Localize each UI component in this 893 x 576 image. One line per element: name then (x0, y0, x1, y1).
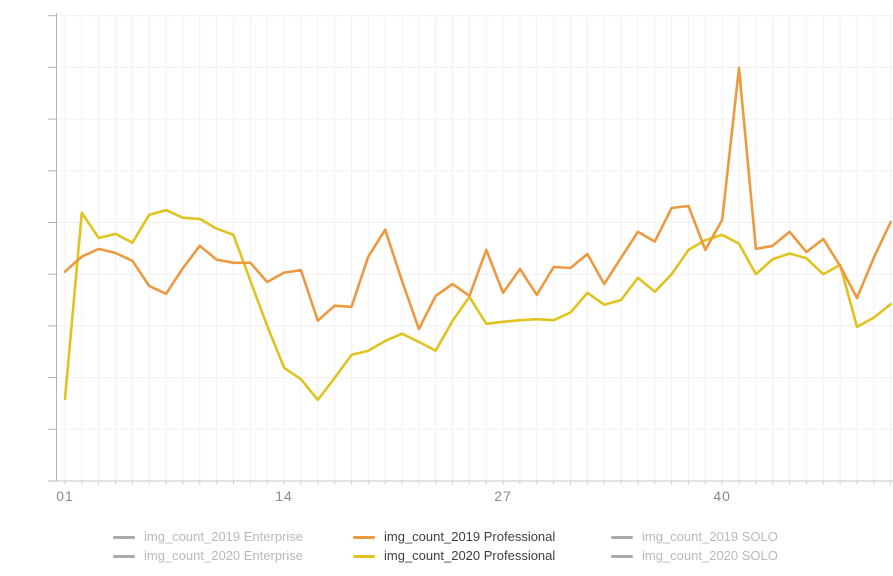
legend-swatch-icon (113, 554, 135, 558)
x-axis-ticks (64, 481, 892, 485)
legend-item-img-count-2020-professional[interactable]: img_count_2020 Professional (353, 549, 555, 563)
legend-column: img_count_2019 Enterprise img_count_2020 … (113, 530, 303, 563)
y-axis-ticks (48, 15, 57, 482)
legend-item-img-count-2020-solo[interactable]: img_count_2020 SOLO (611, 549, 778, 563)
legend-swatch-icon (353, 535, 375, 539)
legend-column: img_count_2019 Professional img_count_202… (353, 530, 555, 563)
legend-swatch-icon (353, 554, 375, 558)
plot-area: 01 14 27 40 (48, 13, 893, 504)
legend-swatch-icon (611, 535, 633, 539)
gridlines (56, 13, 893, 481)
legend-label: img_count_2019 Professional (384, 529, 556, 544)
x-axis-labels: 01 14 27 40 (56, 488, 731, 504)
chart-legend: img_count_2019 Enterprise img_count_2020 … (0, 530, 893, 570)
series-line-img-count-2020-professional (63, 208, 893, 402)
x-axis-label: 40 (713, 488, 731, 504)
legend-swatch-icon (611, 554, 633, 558)
legend-item-img-count-2019-solo[interactable]: img_count_2019 SOLO (611, 530, 778, 544)
series-lines (63, 66, 893, 402)
x-axis-label: 14 (275, 488, 293, 504)
legend-column: img_count_2019 SOLO img_count_2020 SOLO (611, 530, 778, 563)
legend-label: img_count_2019 SOLO (642, 529, 778, 544)
legend-label: img_count_2020 Enterprise (144, 548, 303, 563)
x-axis-label: 27 (494, 488, 512, 504)
legend-label: img_count_2020 SOLO (642, 548, 778, 563)
legend-label: img_count_2020 Professional (384, 548, 556, 563)
series-line-img-count-2019-professional (63, 66, 893, 331)
legend-swatch-icon (113, 535, 135, 539)
legend-label: img_count_2019 Enterprise (144, 529, 303, 544)
legend-item-img-count-2019-enterprise[interactable]: img_count_2019 Enterprise (113, 530, 303, 544)
legend-item-img-count-2019-professional[interactable]: img_count_2019 Professional (353, 530, 555, 544)
line-chart: 01 14 27 40 (48, 13, 893, 504)
legend-item-img-count-2020-enterprise[interactable]: img_count_2020 Enterprise (113, 549, 303, 563)
x-axis-label: 01 (56, 488, 74, 504)
